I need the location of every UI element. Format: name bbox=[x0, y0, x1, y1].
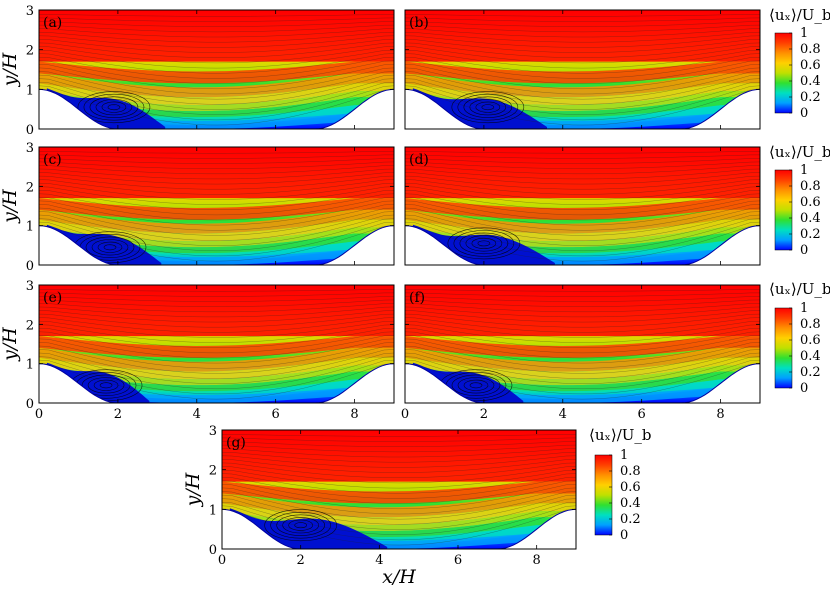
colorbar-tick-label: 0.2 bbox=[620, 512, 641, 527]
colorbar-tick-label: 0.6 bbox=[800, 58, 821, 73]
y-tick-label: 3 bbox=[209, 424, 217, 439]
y-axis-label: y/H bbox=[182, 472, 204, 507]
colorbars: ⟨uₓ⟩/U_b10.80.60.40.20⟨uₓ⟩/U_b10.80.60.4… bbox=[589, 6, 830, 543]
panel-b: (b) bbox=[404, 9, 761, 130]
y-tick-label: 2 bbox=[26, 318, 34, 333]
x-tick-label: 6 bbox=[454, 553, 462, 568]
panel-e: (e) 0 1 2 3 0 2 4 6 8 y/H bbox=[0, 279, 395, 422]
colorbar-title: ⟨uₓ⟩/U_b bbox=[589, 426, 652, 444]
colorbar-tick-label: 0.4 bbox=[620, 496, 641, 511]
colorbar-tick-label: 0.6 bbox=[800, 333, 821, 348]
colorbar-tick-label: 0.4 bbox=[800, 211, 821, 226]
panel-f: (f) 0 2 4 6 8 bbox=[401, 284, 761, 422]
colorbar-ramp bbox=[774, 169, 793, 251]
x-tick-label: 6 bbox=[638, 407, 646, 422]
y-tick-label: 2 bbox=[26, 180, 34, 195]
colorbar: ⟨uₓ⟩/U_b 10.80.60.40.20 bbox=[769, 6, 830, 121]
colorbar: ⟨uₓ⟩/U_b 10.80.60.40.20 bbox=[769, 143, 830, 258]
panel-label: (f) bbox=[409, 290, 425, 306]
panels: (a) 0 1 2 3 y/H (b) (c) 0 1 2 3 y/H (d) (e) 0 1 2 3 0 2 4 6 8 y/… bbox=[0, 4, 761, 588]
y-tick-label: 0 bbox=[26, 123, 34, 138]
y-tick-label: 2 bbox=[26, 44, 34, 59]
y-tick-label: 0 bbox=[26, 259, 34, 274]
colorbar-tick-label: 0.6 bbox=[620, 480, 641, 495]
panel-label: (a) bbox=[43, 15, 62, 31]
x-tick-label: 8 bbox=[350, 407, 358, 422]
x-tick-label: 0 bbox=[218, 553, 226, 568]
y-tick-label: 1 bbox=[26, 83, 34, 98]
colorbar-tick-label: 0.8 bbox=[800, 42, 821, 57]
colorbar-tick-label: 0.8 bbox=[800, 179, 821, 194]
colorbar-tick-label: 0.8 bbox=[800, 317, 821, 332]
panel-label: (g) bbox=[226, 435, 246, 451]
colorbar: ⟨uₓ⟩/U_b 10.80.60.40.20 bbox=[769, 280, 830, 396]
panel-label: (c) bbox=[43, 152, 62, 168]
y-tick-label: 1 bbox=[26, 220, 34, 235]
panel-g: (g) 0 1 2 3 0 2 4 6 8 y/H x/H bbox=[182, 424, 577, 588]
colorbar-tick-label: 1 bbox=[620, 448, 628, 463]
y-tick-label: 3 bbox=[26, 141, 34, 156]
x-tick-label: 2 bbox=[114, 407, 122, 422]
colorbar-title: ⟨uₓ⟩/U_b bbox=[769, 143, 830, 161]
colorbar-tick-label: 1 bbox=[800, 26, 808, 41]
colorbar: ⟨uₓ⟩/U_b 10.80.60.40.20 bbox=[589, 426, 652, 543]
y-tick-label: 3 bbox=[26, 4, 34, 19]
y-tick-label: 0 bbox=[209, 543, 217, 558]
x-tick-label: 8 bbox=[533, 553, 541, 568]
panel-a: (a) 0 1 2 3 y/H bbox=[0, 4, 395, 138]
colorbar-tick-label: 0 bbox=[620, 528, 628, 543]
x-tick-label: 2 bbox=[297, 553, 305, 568]
panel-label: (b) bbox=[409, 15, 429, 31]
x-tick-label: 0 bbox=[35, 407, 43, 422]
colorbar-tick-label: 1 bbox=[800, 163, 808, 178]
y-tick-label: 1 bbox=[26, 358, 34, 373]
colorbar-ramp bbox=[774, 307, 793, 389]
panel-c: (c) 0 1 2 3 y/H bbox=[0, 141, 395, 274]
x-axis-label: x/H bbox=[382, 566, 416, 588]
y-tick-label: 0 bbox=[26, 397, 34, 412]
colorbar-title: ⟨uₓ⟩/U_b bbox=[769, 280, 830, 298]
panel-label: (d) bbox=[409, 152, 429, 168]
colorbar-tick-label: 0 bbox=[800, 243, 808, 258]
colorbar-title: ⟨uₓ⟩/U_b bbox=[769, 6, 830, 24]
y-tick-label: 2 bbox=[209, 464, 217, 479]
colorbar-tick-label: 0 bbox=[800, 381, 808, 396]
x-tick-label: 6 bbox=[272, 407, 280, 422]
x-tick-label: 0 bbox=[401, 407, 409, 422]
y-axis-label: y/H bbox=[0, 52, 21, 87]
y-tick-label: 3 bbox=[26, 279, 34, 294]
panel-label: (e) bbox=[43, 290, 62, 306]
y-axis-label: y/H bbox=[0, 189, 21, 224]
x-tick-label: 2 bbox=[480, 407, 488, 422]
y-tick-label: 1 bbox=[209, 503, 217, 518]
x-tick-label: 8 bbox=[716, 407, 724, 422]
colorbar-ramp bbox=[774, 32, 793, 114]
colorbar-ramp bbox=[594, 454, 613, 536]
y-axis-label: y/H bbox=[0, 327, 21, 362]
x-tick-label: 4 bbox=[193, 407, 201, 422]
colorbar-tick-label: 0.4 bbox=[800, 74, 821, 89]
colorbar-tick-label: 0 bbox=[800, 106, 808, 121]
colorbar-tick-label: 0.4 bbox=[800, 349, 821, 364]
panel-d: (d) bbox=[404, 146, 761, 266]
colorbar-tick-label: 0.2 bbox=[800, 227, 821, 242]
colorbar-tick-label: 1 bbox=[800, 301, 808, 316]
colorbar-tick-label: 0.2 bbox=[800, 90, 821, 105]
x-tick-label: 4 bbox=[559, 407, 567, 422]
x-tick-label: 4 bbox=[375, 553, 383, 568]
colorbar-tick-label: 0.2 bbox=[800, 365, 821, 380]
colorbar-tick-label: 0.8 bbox=[620, 464, 641, 479]
colorbar-tick-label: 0.6 bbox=[800, 195, 821, 210]
